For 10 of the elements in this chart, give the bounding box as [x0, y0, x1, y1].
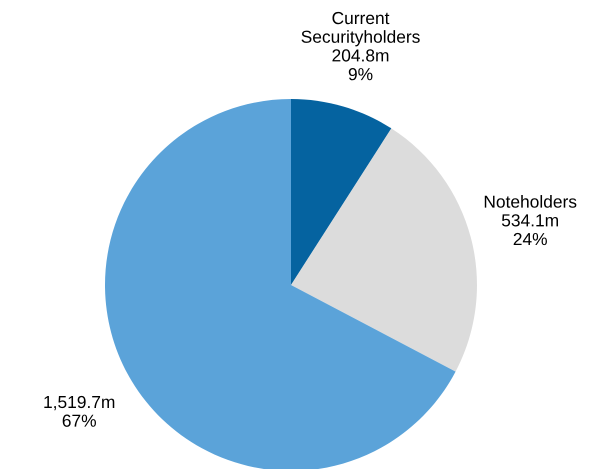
data-label: 1,519.7m	[44, 396, 114, 410]
pie-slice	[291, 99, 392, 285]
slice-label: Noteholders	[484, 195, 576, 208]
pie-slice	[291, 128, 477, 372]
text: 9%	[348, 68, 372, 80]
data-label: 534.1m	[502, 214, 558, 227]
text: 67%	[62, 414, 96, 427]
slice-label: Current Securityholders	[301, 12, 420, 46]
data-label: 204.8m	[332, 49, 388, 62]
text: 24%	[514, 232, 547, 246]
